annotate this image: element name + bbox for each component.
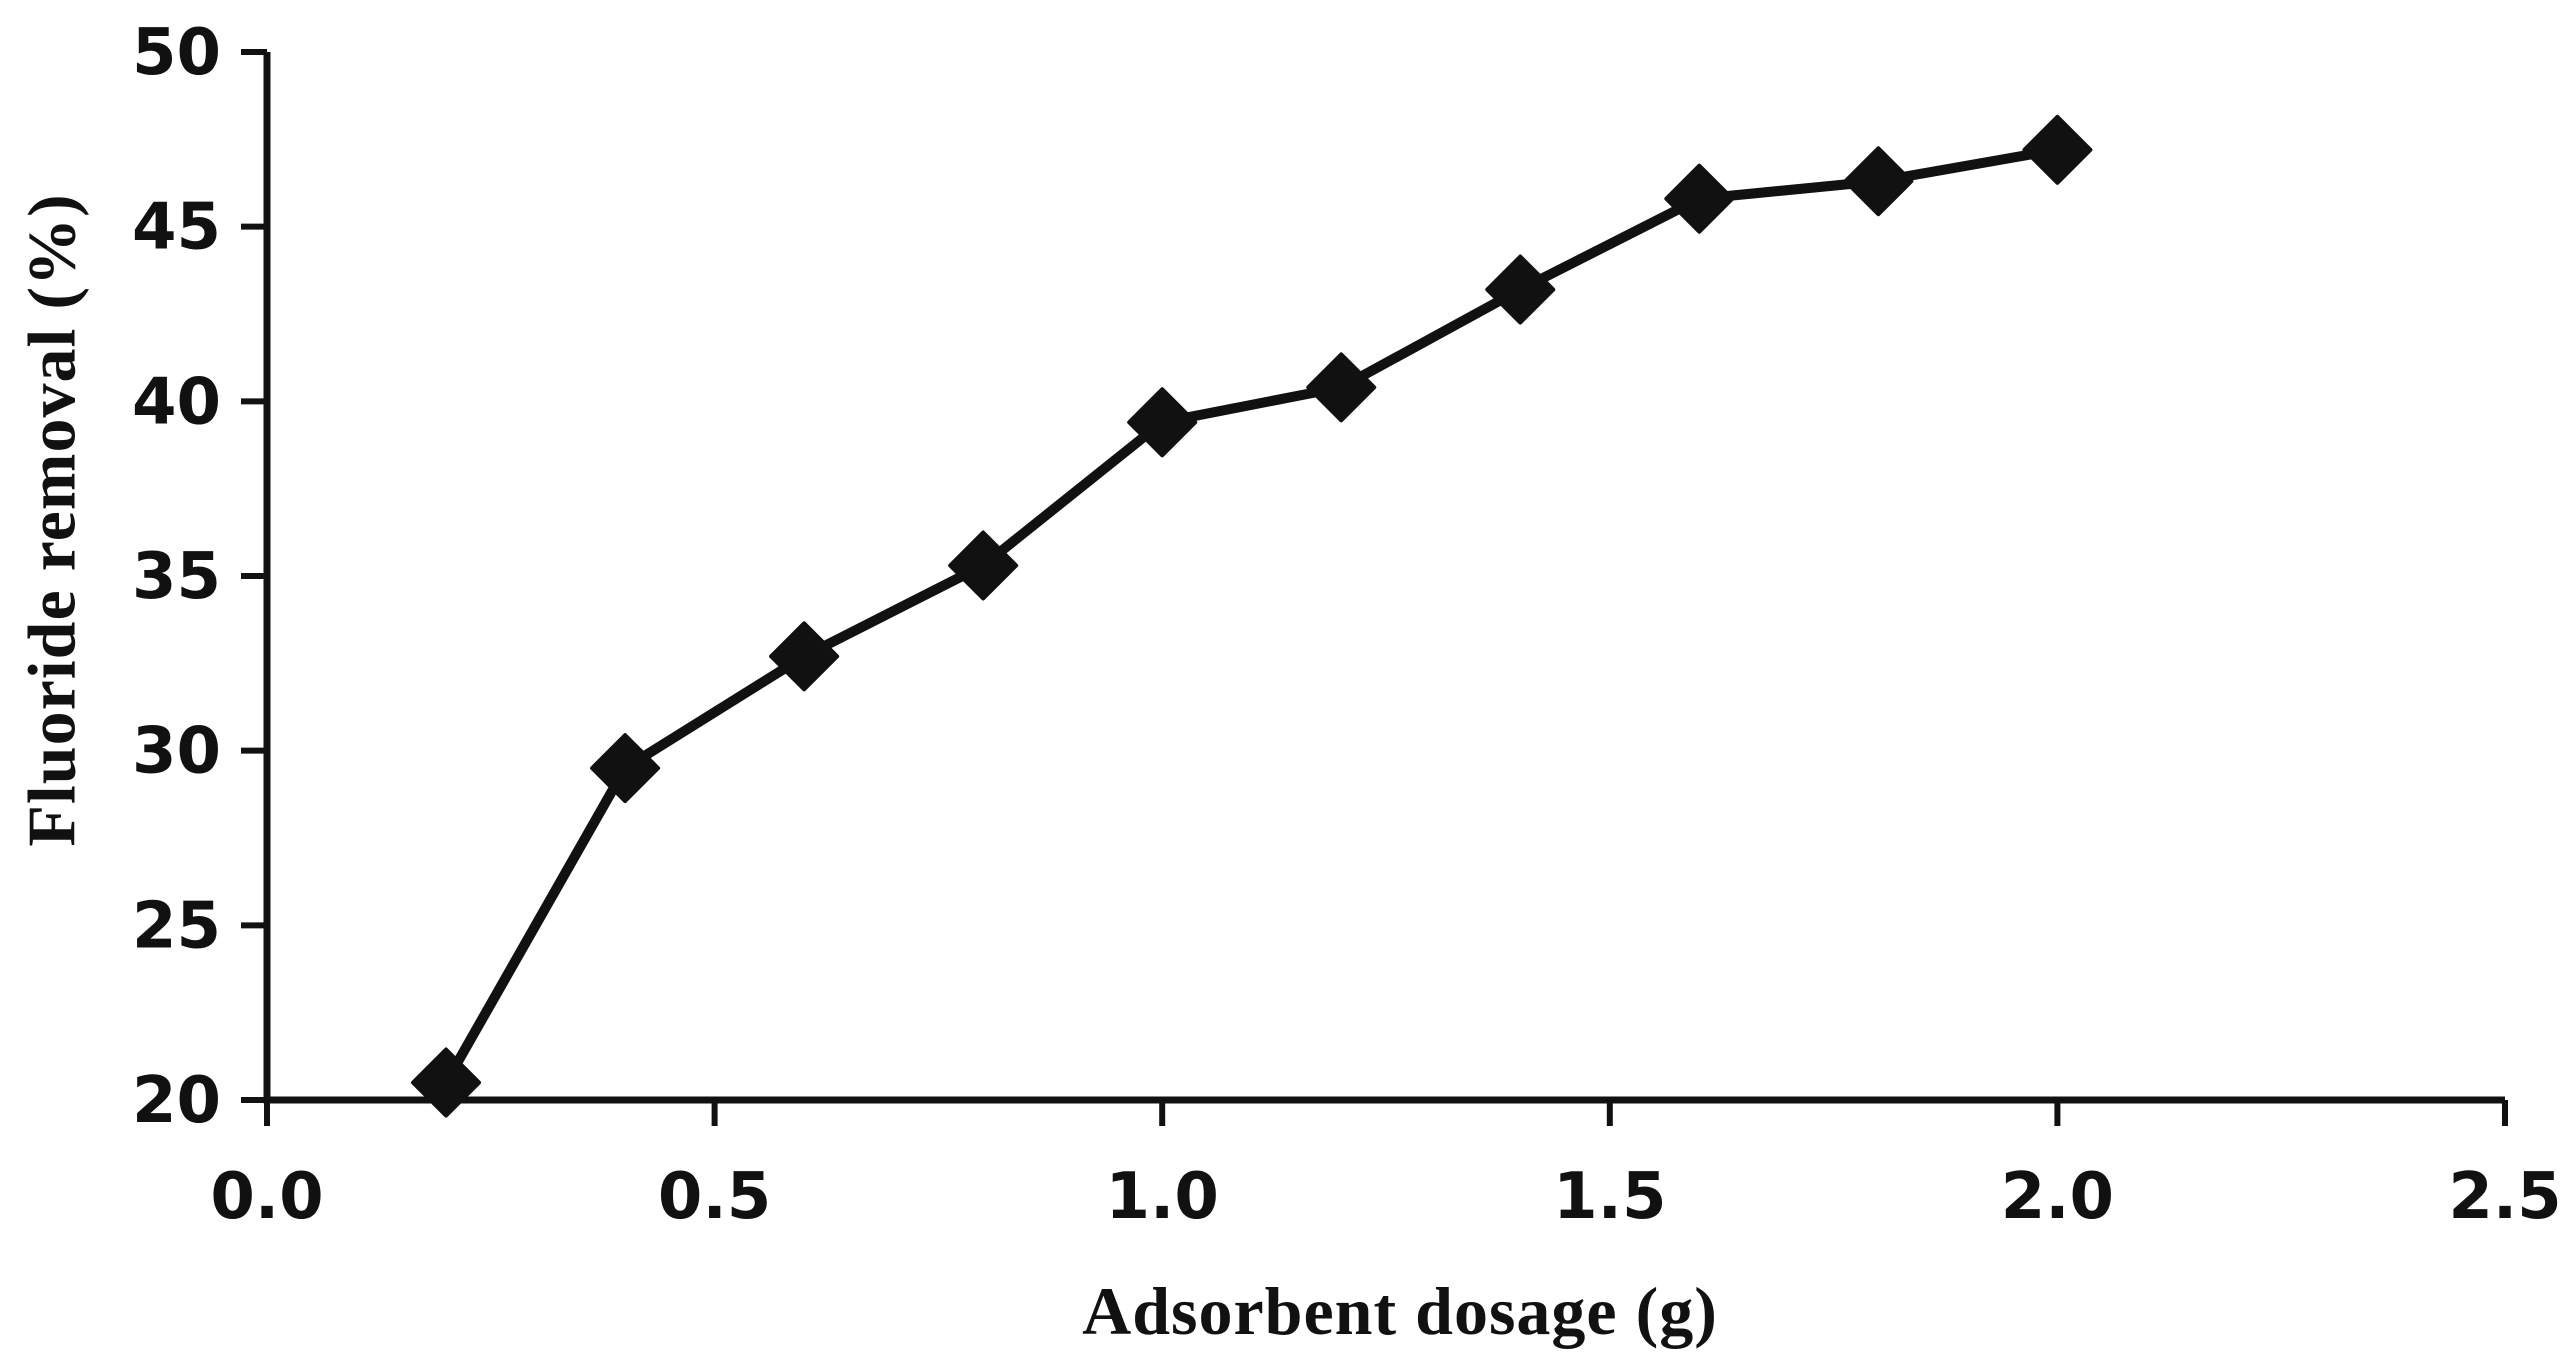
axis-spines [263,52,2505,1104]
x-tick-label: 2.5 [2448,1160,2561,1234]
y-tick-label: 40 [132,365,221,439]
data-point-marker [1485,254,1556,325]
y-tick-label: 50 [132,16,221,90]
data-point-marker [1843,146,1914,217]
data-point-marker [590,733,661,804]
y-tick-label: 45 [132,191,221,265]
x-axis-title: Adsorbent dosage (g) [1082,1273,1718,1349]
data-point-marker [948,530,1019,601]
data-point-marker [1306,352,1377,423]
data-point-marker [1664,163,1735,234]
data-point-marker [769,621,840,692]
y-tick-label: 20 [132,1064,221,1138]
y-axis-title: Fluoride removal (%) [13,193,90,847]
data-point-marker [1127,387,1198,458]
x-tick-label: 1.5 [1553,1160,1666,1234]
y-tick-label: 35 [132,540,221,614]
x-tick-label: 0.5 [658,1160,771,1234]
y-tick-label: 25 [132,889,221,963]
x-tick-label: 1.0 [1106,1160,1219,1234]
y-tick-label: 30 [132,715,221,789]
data-point-marker [2022,114,2093,185]
x-tick-label: 0.0 [210,1160,323,1234]
x-tick-label: 2.0 [2001,1160,2114,1234]
data-point-marker [411,1047,482,1118]
series-line [441,144,2063,1088]
